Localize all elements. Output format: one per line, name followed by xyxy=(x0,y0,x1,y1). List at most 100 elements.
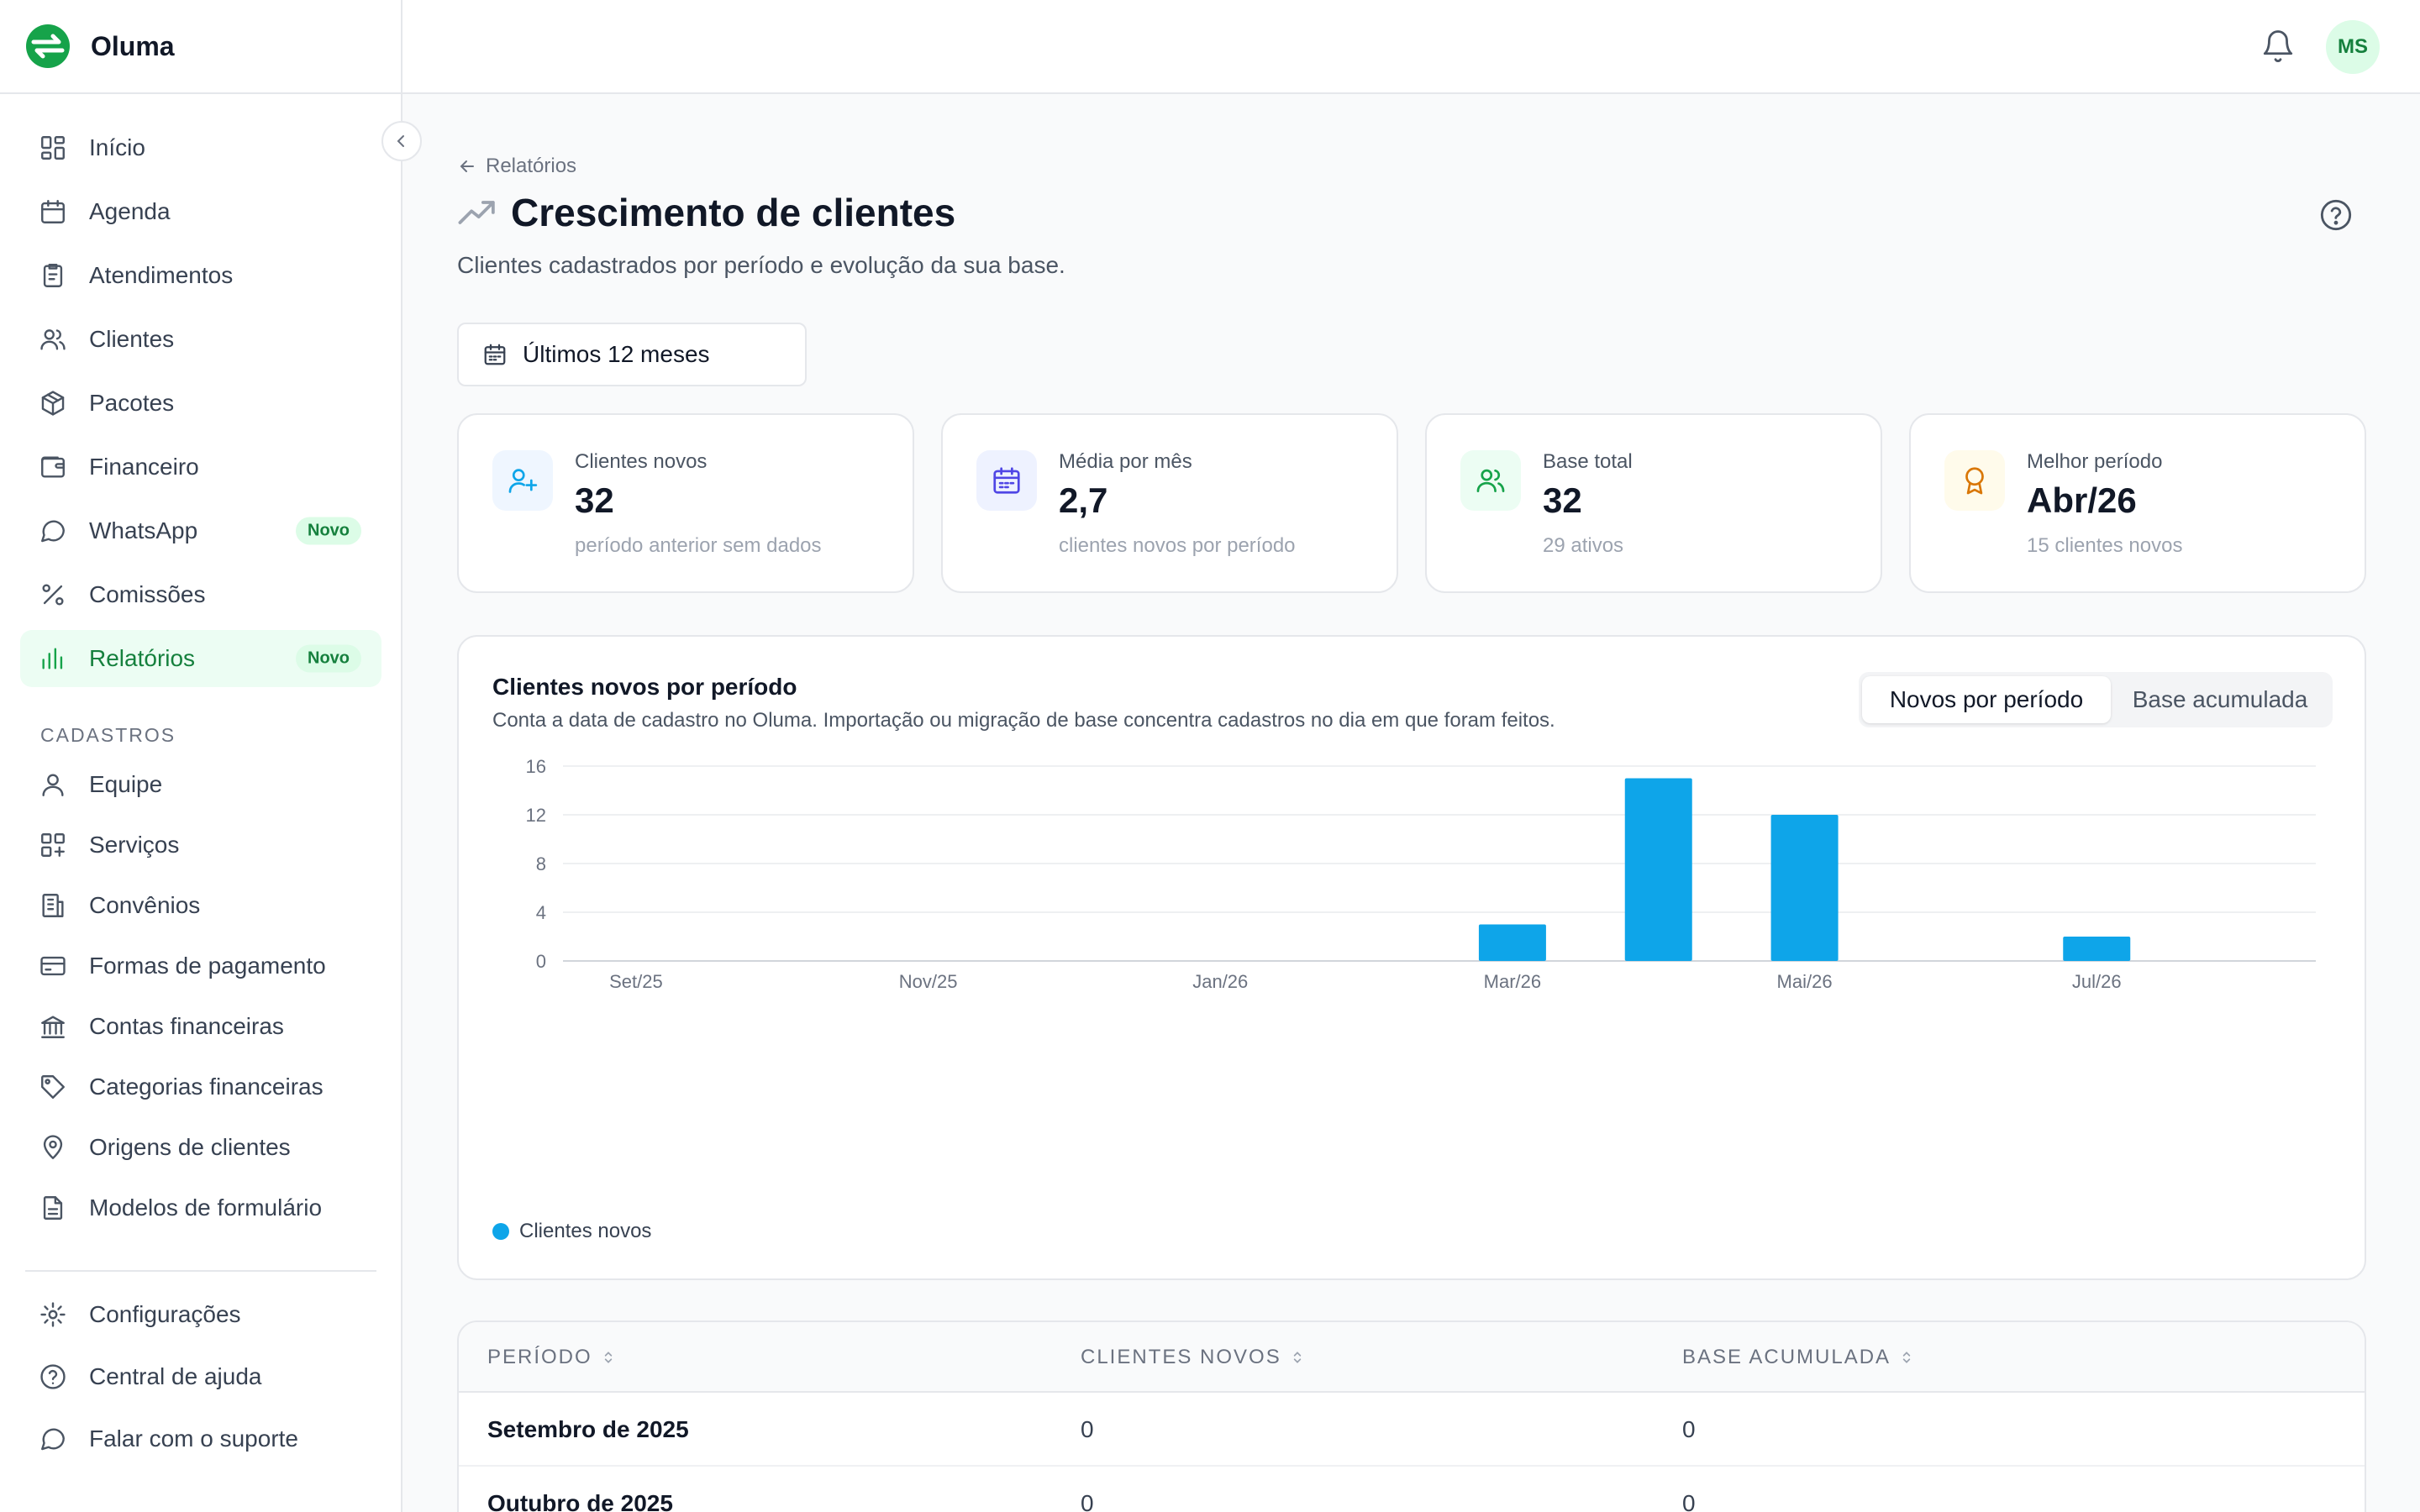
bar-Mar-26[interactable] xyxy=(1478,924,1546,962)
arrow-left-icon xyxy=(460,160,474,172)
sidebar-divider xyxy=(25,1270,376,1272)
breadcrumb-link[interactable]: Relatórios xyxy=(486,155,577,177)
x-tick-label: Mar/26 xyxy=(1484,971,1541,992)
chart-legend: Clientes novos xyxy=(492,1220,651,1243)
column-header-clientes-novos[interactable]: CLIENTES NOVOS xyxy=(1081,1322,1305,1393)
oluma-logo-icon xyxy=(26,24,70,68)
package-icon xyxy=(41,391,65,416)
calendar-icon xyxy=(41,200,65,223)
percent-icon xyxy=(42,584,64,606)
table-row[interactable]: Outubro de 2025 0 0 xyxy=(459,1467,2365,1512)
page-title: Crescimento de clientes xyxy=(511,191,956,234)
tag-icon xyxy=(41,1075,65,1099)
column-header-base-acumulada[interactable]: BASE ACUMULADA xyxy=(1682,1322,1914,1393)
sidebar-item-equipe[interactable]: Equipe xyxy=(20,758,381,811)
chart-card: Clientes novos por período Conta a data … xyxy=(457,635,2366,1280)
sidebar-item-label: Pacotes xyxy=(89,390,175,416)
y-tick-label: 4 xyxy=(536,902,546,923)
sidebar-item-whatsapp[interactable]: WhatsApp Novo xyxy=(20,502,381,559)
sort-icon xyxy=(604,1352,612,1363)
sidebar-item-relatorios[interactable]: Relatórios Novo xyxy=(20,630,381,687)
sidebar-item-label: Atendimentos xyxy=(89,262,234,288)
x-tick-label: Mai/26 xyxy=(1777,971,1833,992)
collapse-sidebar-button[interactable] xyxy=(381,121,422,161)
sidebar-item-pacotes[interactable]: Pacotes xyxy=(20,375,381,432)
bar-Mai-26[interactable] xyxy=(1770,815,1839,961)
toggle-base-acumulada[interactable]: Base acumulada xyxy=(2132,686,2308,712)
sidebar-item-label: Categorias financeiras xyxy=(89,1074,324,1100)
help-icon[interactable] xyxy=(2319,198,2353,232)
bar-chart: 0 4 8 12 16 Set/25 Nov/25 Jan/26 Mar/26 Mai/26 Jul… xyxy=(526,756,2316,992)
sidebar-item-formas-de-pagamento[interactable]: Formas de pagamento xyxy=(20,939,381,993)
x-tick-label: Nov/25 xyxy=(899,971,958,992)
brand[interactable]: Oluma xyxy=(0,0,401,94)
sidebar-item-modelos-de-formulario[interactable]: Modelos de formulário xyxy=(20,1181,381,1235)
sidebar-item-agenda[interactable]: Agenda xyxy=(20,183,381,240)
y-tick-label: 0 xyxy=(536,951,546,972)
cell-periodo: Outubro de 2025 xyxy=(487,1490,673,1512)
bar-Abr-26[interactable] xyxy=(1624,778,1692,962)
sidebar-item-clientes[interactable]: Clientes xyxy=(20,311,381,368)
sidebar-item-label: Origens de clientes xyxy=(89,1134,291,1160)
kpi-subtext: período anterior sem dados xyxy=(575,534,822,557)
help-circle-icon xyxy=(40,1364,66,1389)
sidebar-item-categorias-financeiras[interactable]: Categorias financeiras xyxy=(20,1060,381,1114)
sidebar-item-label: Equipe xyxy=(89,771,163,797)
toggle-novos-por-periodo[interactable]: Novos por período xyxy=(1862,676,2111,723)
sidebar-item-financeiro[interactable]: Financeiro xyxy=(20,438,381,496)
sidebar-item-origens-de-clientes[interactable]: Origens de clientes xyxy=(20,1121,381,1174)
sidebar-item-label: Central de ajuda xyxy=(89,1363,262,1389)
table-row[interactable]: Setembro de 2025 0 0 xyxy=(459,1393,2365,1467)
cell-base-acumulada: 0 xyxy=(1682,1416,1696,1442)
kpi-subtext: 29 ativos xyxy=(1543,534,1624,557)
sidebar-item-configuracoes[interactable]: Configurações xyxy=(20,1287,381,1342)
user-icon xyxy=(42,774,64,796)
kpi-melhor-periodo: Melhor período Abr/26 15 clientes novos xyxy=(1909,413,2366,593)
sidebar-item-convenios[interactable]: Convênios xyxy=(20,879,381,932)
kpi-base-total: Base total 32 29 ativos xyxy=(1425,413,1882,593)
sidebar-item-atendimentos[interactable]: Atendimentos xyxy=(20,247,381,304)
date-range-picker[interactable]: Últimos 12 meses xyxy=(457,323,807,386)
sidebar-item-inicio[interactable]: Início xyxy=(20,119,381,176)
notifications-bell-icon[interactable] xyxy=(2260,29,2296,64)
sidebar-item-comissoes[interactable]: Comissões xyxy=(20,566,381,623)
main-nav: Início Agenda Atendimentos Clientes Pacotes F… xyxy=(20,119,381,694)
y-tick-label: 12 xyxy=(526,805,546,826)
brand-name: Oluma xyxy=(91,30,175,61)
sidebar-item-label: Configurações xyxy=(89,1301,241,1327)
sidebar-item-label: Serviços xyxy=(89,832,180,858)
column-label: BASE ACUMULADA xyxy=(1682,1346,1891,1368)
bar-Jul-26[interactable] xyxy=(2063,937,2131,961)
sidebar-item-label: Início xyxy=(89,134,145,160)
sidebar-item-falar-com-o-suporte[interactable]: Falar com o suporte xyxy=(20,1411,381,1467)
chat-icon xyxy=(41,520,65,543)
breadcrumb[interactable]: Relatórios xyxy=(457,155,576,178)
user-avatar[interactable]: MS xyxy=(2326,20,2380,74)
sidebar-item-servicos[interactable]: Serviços xyxy=(20,818,381,872)
credit-card-icon xyxy=(40,956,66,976)
new-badge: Novo xyxy=(296,644,361,673)
cadastros-nav: Equipe Serviços Convênios Formas de pagamen… xyxy=(20,758,381,1242)
x-tick-label: Jan/26 xyxy=(1192,971,1248,992)
kpi-label: Média por mês xyxy=(1059,450,1192,473)
sidebar-item-label: Clientes xyxy=(89,326,175,352)
kpi-label: Clientes novos xyxy=(575,450,708,473)
sidebar-item-central-de-ajuda[interactable]: Central de ajuda xyxy=(20,1349,381,1404)
page-subtitle: Clientes cadastrados por período e evolu… xyxy=(457,252,1065,278)
kpi-icon-badge xyxy=(976,450,1037,511)
award-icon xyxy=(1965,467,1984,495)
sidebar-item-label: Formas de pagamento xyxy=(89,953,326,979)
sidebar-item-label: Contas financeiras xyxy=(89,1013,284,1039)
wallet-icon xyxy=(41,456,65,478)
chart-description: Conta a data de cadastro no Oluma. Impor… xyxy=(492,709,1555,732)
column-label: PERÍODO xyxy=(487,1346,592,1368)
cell-clientes-novos: 0 xyxy=(1081,1490,1094,1512)
table-header: PERÍODO CLIENTES NOVOS BASE ACUMULADA xyxy=(459,1322,2365,1393)
sidebar-item-contas-financeiras[interactable]: Contas financeiras xyxy=(20,1000,381,1053)
dashboard-icon xyxy=(41,136,65,160)
column-header-periodo[interactable]: PERÍODO xyxy=(487,1322,616,1393)
cell-periodo: Setembro de 2025 xyxy=(487,1416,689,1442)
sort-icon xyxy=(1293,1352,1301,1363)
sidebar-item-label: Comissões xyxy=(89,581,206,607)
grid-plus-icon xyxy=(41,833,65,857)
